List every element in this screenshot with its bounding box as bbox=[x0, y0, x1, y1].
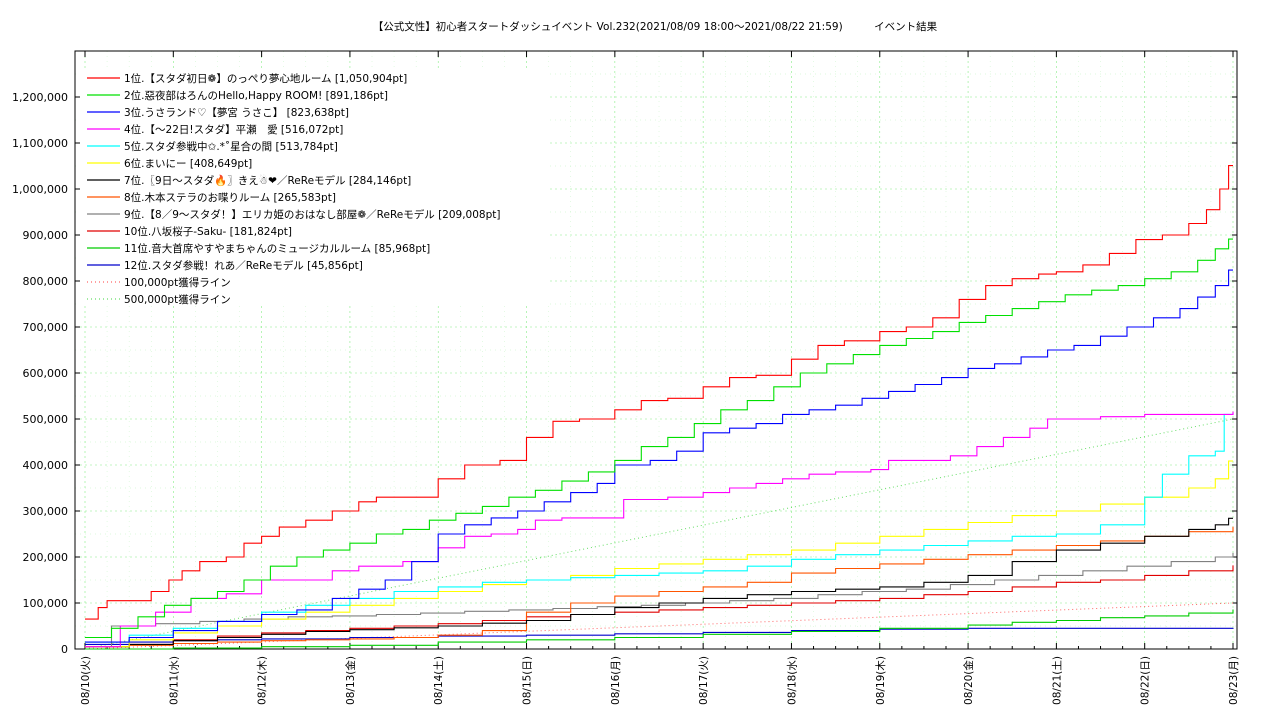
legend-entry: 5位.スタダ参戦中✩.*˚星合の間 [513,784pt] bbox=[124, 140, 338, 153]
legend-entry: 9位.【8／9〜スタダ！】エリカ姫のおはなし部屋❁／ReReモデル [209,0… bbox=[124, 208, 500, 221]
y-tick-label: 700,000 bbox=[23, 321, 69, 334]
legend-entry: 4位.【〜22日!スタダ】平瀬 愛 [516,072pt] bbox=[124, 123, 343, 136]
x-tick-label: 08/17(火) bbox=[698, 656, 710, 705]
series-line bbox=[85, 517, 1233, 648]
y-tick-label: 1,200,000 bbox=[12, 91, 68, 104]
x-tick-label: 08/16(月) bbox=[610, 656, 622, 705]
legend-entry: 500,000pt獲得ライン bbox=[124, 293, 231, 306]
legend-entry: 1位.【スタダ初日❁】のっぺり夢心地ルーム [1,050,904pt] bbox=[124, 72, 407, 85]
y-tick-label: 400,000 bbox=[23, 459, 69, 472]
legend-entry: 3位.うさランド♡【夢宮 うさこ】 [823,638pt] bbox=[124, 106, 349, 119]
legend-entry: 8位.木本ステラのお喋りルーム [265,583pt] bbox=[124, 191, 336, 204]
legend-entry: 100,000pt獲得ライン bbox=[124, 276, 231, 289]
series-line bbox=[85, 412, 1234, 643]
x-tick-label: 08/20(金) bbox=[962, 656, 975, 705]
legend-entry: 7位.〖9日〜スタダ🔥〗きえ☃︎❤︎／ReReモデル [284,146pt] bbox=[124, 174, 411, 187]
series-line bbox=[85, 238, 1233, 639]
y-tick-label: 100,000 bbox=[23, 597, 69, 610]
y-tick-label: 500,000 bbox=[23, 413, 69, 426]
x-tick-label: 08/23(月) bbox=[1228, 656, 1240, 705]
series-line bbox=[85, 165, 1233, 620]
x-tick-label: 08/14(土) bbox=[432, 656, 445, 705]
y-tick-label: 900,000 bbox=[23, 229, 69, 242]
series-line bbox=[85, 526, 1234, 648]
x-tick-label: 08/13(金) bbox=[344, 656, 357, 705]
y-tick-label: 0 bbox=[61, 643, 68, 656]
y-tick-label: 200,000 bbox=[23, 551, 69, 564]
x-tick-label: 08/11(水) bbox=[168, 656, 180, 705]
x-tick-label: 08/21(土) bbox=[1050, 656, 1063, 705]
legend-background bbox=[80, 68, 550, 305]
legend-entry: 10位.八坂桜子-Saku- [181,824pt] bbox=[124, 225, 292, 238]
y-axis: 0 100,000 200,000 300,000 400,000 500,000 600,… bbox=[12, 91, 1237, 656]
x-tick-label: 08/12(木) bbox=[257, 656, 269, 705]
legend-entry: 2位.惡夜部はろんのHello,Happy ROOM! [891,186pt] bbox=[124, 89, 388, 102]
grid bbox=[75, 51, 1237, 649]
y-tick-label: 300,000 bbox=[23, 505, 69, 518]
chart-title: 【公式文性】初心者スタートダッシュイベント Vol.232(2021/08/09… bbox=[373, 20, 938, 33]
x-tick-label: 08/15(日) bbox=[522, 656, 534, 705]
x-tick-label: 08/22(日) bbox=[1140, 656, 1152, 705]
legend: 1位.【スタダ初日❁】のっぺり夢心地ルーム [1,050,904pt] 2位.惡夜… bbox=[80, 68, 550, 306]
x-tick-label: 08/18(水) bbox=[786, 656, 798, 705]
series-line bbox=[85, 269, 1233, 643]
y-tick-label: 600,000 bbox=[23, 367, 69, 380]
y-tick-label: 1,100,000 bbox=[12, 137, 68, 150]
legend-entry: 11位.音大首席やすやまちゃんのミュージカルルーム [85,968pt] bbox=[124, 242, 430, 255]
legend-entry: 12位.スタダ参戦！れあ／ReReモデル [45,856pt] bbox=[124, 259, 363, 272]
y-tick-label: 800,000 bbox=[23, 275, 69, 288]
y-tick-label: 1,000,000 bbox=[12, 183, 68, 196]
series-line bbox=[85, 609, 1234, 650]
series-line bbox=[85, 565, 1234, 648]
x-tick-label: 08/10(火) bbox=[80, 656, 92, 705]
x-axis: 08/10(火) 08/11(水) 08/12(木) 08/13(金) 08/14(土)… bbox=[80, 51, 1240, 705]
series-line bbox=[85, 411, 1234, 648]
legend-entry: 6位.まいにー [408,649pt] bbox=[124, 157, 252, 170]
x-tick-label: 08/19(木) bbox=[875, 656, 887, 705]
series-line bbox=[85, 460, 1233, 648]
plot-frame bbox=[74, 50, 1238, 650]
series-lines bbox=[84, 165, 1234, 650]
